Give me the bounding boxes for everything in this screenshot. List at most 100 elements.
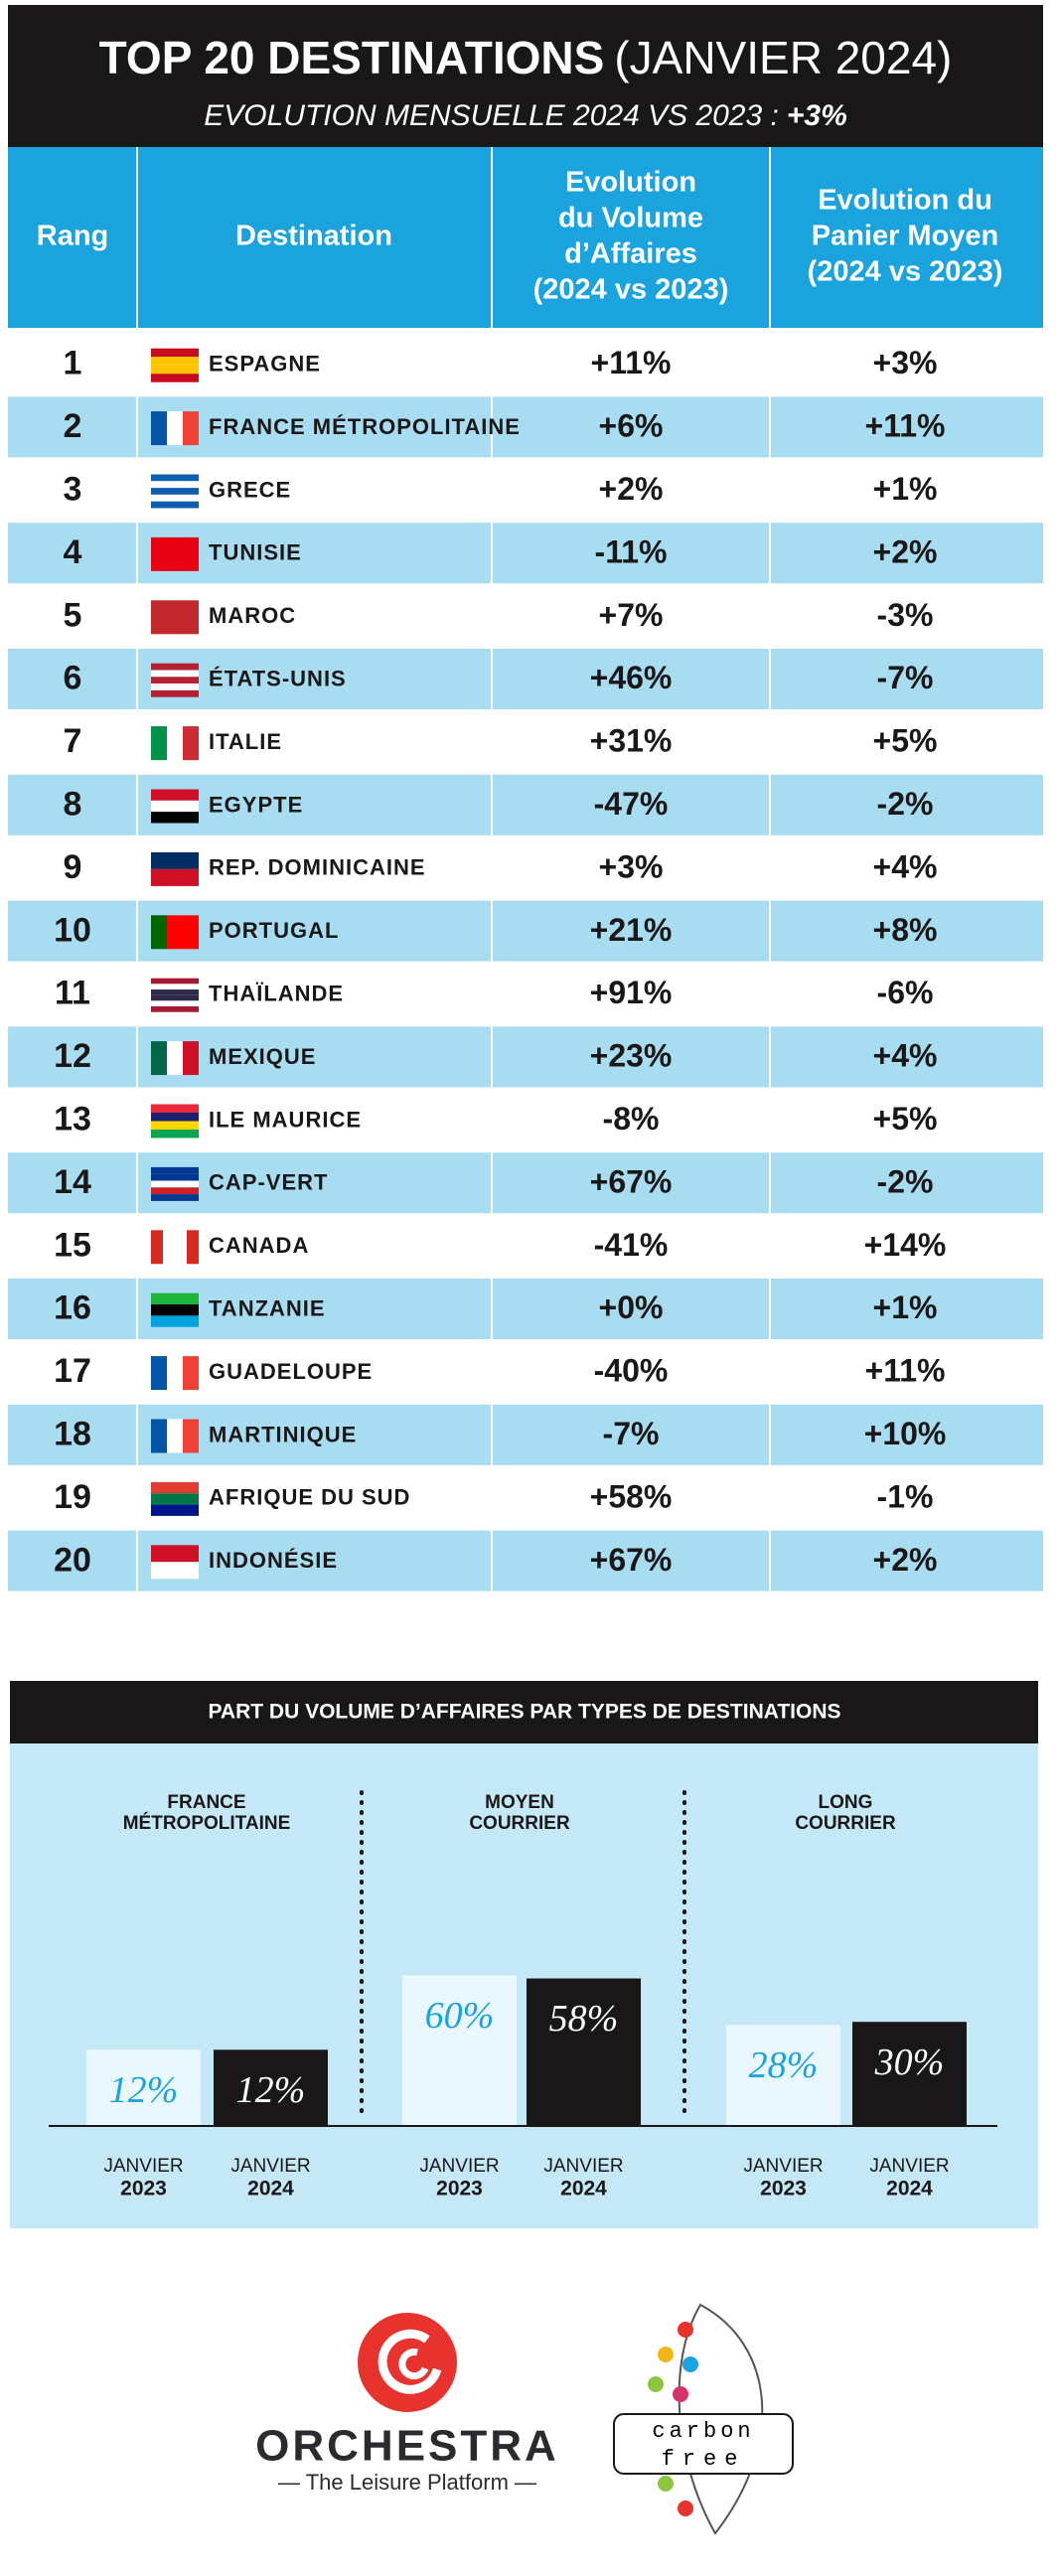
basket-evolution: +5% <box>873 1101 938 1136</box>
flag <box>151 789 199 801</box>
badge-box <box>613 2413 794 2475</box>
period-month: JANVIER <box>230 2156 310 2177</box>
basket-evolution: +8% <box>873 912 938 948</box>
volume-evolution: -7% <box>603 1416 660 1451</box>
logo-circle <box>358 2313 457 2412</box>
rank: 6 <box>64 660 82 697</box>
flag <box>151 474 199 482</box>
flag <box>151 1121 199 1130</box>
flag <box>151 488 199 495</box>
volume-evolution: +6% <box>599 408 664 444</box>
rank: 7 <box>64 722 82 760</box>
badge-text: carbon <box>652 2419 754 2444</box>
basket-evolution: +11% <box>865 408 946 444</box>
flag <box>151 1230 163 1265</box>
petal <box>658 2347 674 2362</box>
flag <box>151 1493 199 1505</box>
flag <box>151 1180 199 1188</box>
volume-evolution: +91% <box>590 975 673 1010</box>
petal <box>648 2376 664 2392</box>
title: TOP 20 DESTINATIONS (JANVIER 2024) <box>99 32 953 83</box>
flag <box>151 978 199 985</box>
flag <box>151 1562 199 1580</box>
petal <box>678 2500 693 2516</box>
flag <box>167 915 183 950</box>
volume-evolution: +31% <box>590 723 673 759</box>
volume-evolution: +67% <box>590 1542 673 1578</box>
column-header: d’Affaires <box>564 238 697 270</box>
flag <box>183 915 199 950</box>
value-label: 60% <box>425 1995 495 2037</box>
flag <box>151 1545 199 1563</box>
flag <box>151 536 199 571</box>
rank: 1 <box>64 345 82 382</box>
destination: TANZANIE <box>209 1296 326 1321</box>
bar <box>214 2049 328 2126</box>
rank: 2 <box>64 407 82 445</box>
period-year: 2024 <box>247 2178 294 2200</box>
value-label: 12% <box>109 2069 179 2111</box>
volume-evolution: -11% <box>595 533 668 569</box>
flag <box>151 374 199 382</box>
chart-panel <box>10 1743 1038 2228</box>
flag <box>167 1419 183 1453</box>
flag <box>151 1481 199 1494</box>
flag <box>167 1041 183 1076</box>
basket-evolution: +4% <box>873 1038 938 1074</box>
flag <box>151 868 199 886</box>
group-label: LONG <box>819 1792 873 1813</box>
rank: 8 <box>64 785 82 823</box>
group-label: MOYEN <box>485 1792 554 1813</box>
destination: ÉTATS-UNIS <box>209 667 347 691</box>
destination: FRANCE MÉTROPOLITAINE <box>209 414 521 439</box>
flag <box>151 1356 167 1391</box>
flag <box>183 411 199 446</box>
rank: 4 <box>64 533 82 571</box>
volume-evolution: +2% <box>599 471 664 507</box>
rank: 14 <box>54 1163 91 1201</box>
destination: GRECE <box>209 477 291 502</box>
petal <box>673 2386 688 2402</box>
basket-evolution: +5% <box>873 723 938 759</box>
flag <box>163 1230 175 1265</box>
flag <box>151 683 199 690</box>
basket-evolution: +10% <box>864 1416 947 1451</box>
column-header: Panier Moyen <box>812 221 999 252</box>
group-label: FRANCE <box>167 1792 245 1813</box>
flag <box>167 726 183 761</box>
volume-evolution: +7% <box>599 597 664 633</box>
bar <box>527 1978 641 2126</box>
flag <box>151 989 199 995</box>
flag <box>151 501 199 509</box>
volume-evolution: +67% <box>590 1163 673 1199</box>
flag <box>151 1104 199 1113</box>
flag <box>151 689 199 697</box>
flag <box>151 1304 199 1316</box>
destination: MEXIQUE <box>209 1044 316 1069</box>
flag <box>151 1173 199 1181</box>
flag <box>183 1419 199 1453</box>
flag <box>151 670 199 678</box>
badge-text: free <box>662 2447 746 2472</box>
flag <box>151 851 199 869</box>
bar <box>402 1975 517 2126</box>
flag <box>151 984 199 990</box>
destination: CAP-VERT <box>209 1170 328 1195</box>
flag <box>151 677 199 684</box>
rank: 11 <box>55 975 90 1012</box>
destination: TUNISIE <box>209 540 302 565</box>
table-header-bg <box>8 147 1043 328</box>
rank: 20 <box>54 1541 91 1579</box>
flag <box>151 663 199 671</box>
basket-evolution: +2% <box>873 533 938 569</box>
flag <box>151 1187 199 1195</box>
flag <box>151 812 199 824</box>
flag <box>167 1356 183 1391</box>
flag <box>151 1504 199 1516</box>
flag <box>167 411 183 446</box>
volume-evolution: -40% <box>594 1353 669 1389</box>
basket-evolution: +14% <box>864 1227 947 1263</box>
column-header: du Volume <box>558 203 703 234</box>
destination: ILE MAURICE <box>209 1107 362 1132</box>
period-year: 2024 <box>886 2178 933 2200</box>
